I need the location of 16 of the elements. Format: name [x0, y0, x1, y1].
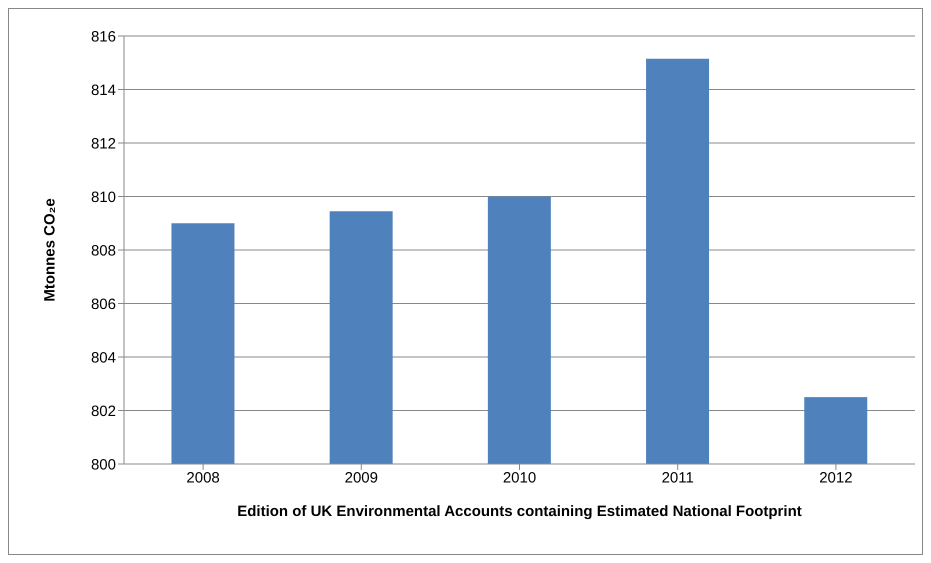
y-axis-title: Mtonnes CO₂e [41, 198, 58, 302]
y-tick-label: 806 [90, 296, 116, 313]
y-tick-label: 810 [90, 188, 116, 206]
x-tick-label: 2009 [344, 470, 378, 487]
y-tick-label: 800 [90, 456, 116, 474]
y-tick-label: 808 [90, 242, 116, 260]
y-tick-label: 816 [90, 28, 116, 46]
x-tick-label: 2010 [502, 470, 536, 487]
y-tick-label: 812 [90, 135, 116, 152]
y-tick-label: 814 [90, 82, 116, 99]
y-tick-label: 804 [90, 349, 116, 366]
x-tick-label: 2008 [186, 470, 220, 487]
x-axis-title: Edition of UK Environmental Accounts containing Estimated National Footprint [237, 503, 802, 520]
x-tick-label: 2011 [662, 470, 694, 487]
x-tick-label: 2012 [819, 470, 853, 487]
y-tick-label: 802 [90, 402, 116, 420]
